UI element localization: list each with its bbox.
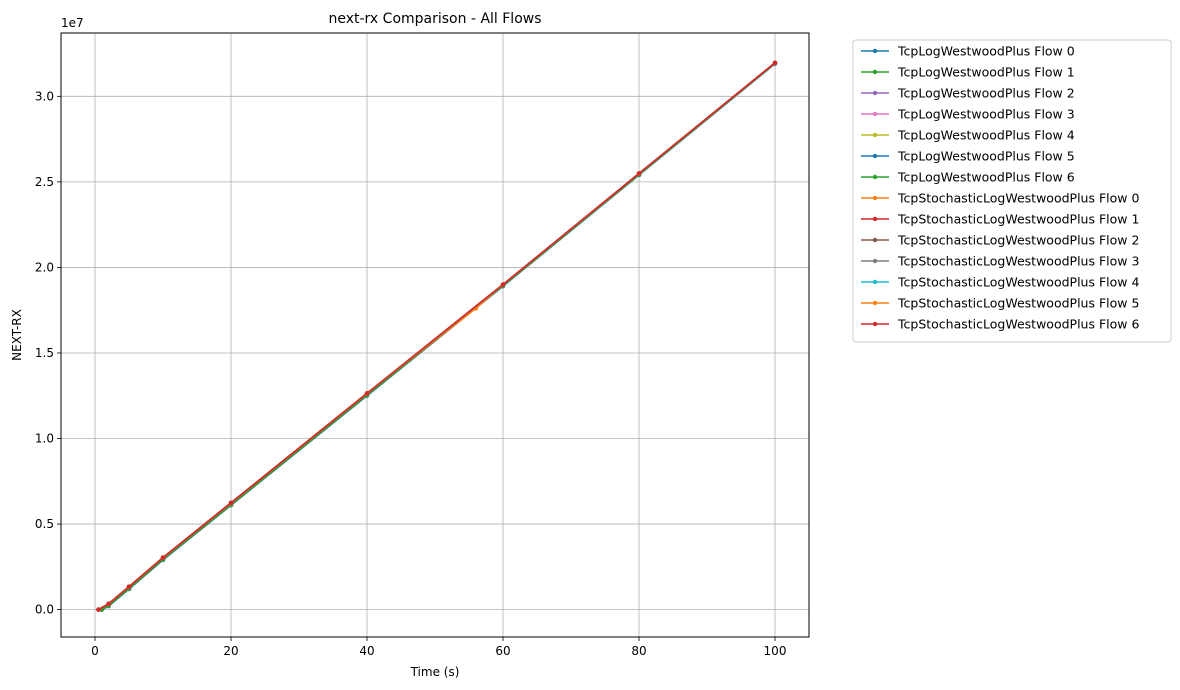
legend-item: TcpStochasticLogWestwoodPlus Flow 3	[861, 254, 1139, 269]
data-point	[106, 601, 111, 607]
legend-label: TcpLogWestwoodPlus Flow 1	[897, 65, 1075, 80]
legend-label: TcpStochasticLogWestwoodPlus Flow 4	[897, 275, 1139, 290]
legend-item: TcpStochasticLogWestwoodPlus Flow 4	[861, 275, 1139, 290]
legend-swatch-marker	[872, 258, 878, 264]
legend-item: TcpStochasticLogWestwoodPlus Flow 5	[861, 296, 1139, 311]
legend-label: TcpLogWestwoodPlus Flow 5	[897, 149, 1075, 164]
x-axis-label: Time (s)	[410, 665, 460, 679]
data-point	[772, 60, 778, 65]
legend-item: TcpStochasticLogWestwoodPlus Flow 1	[861, 212, 1139, 227]
x-tick-label: 40	[359, 644, 374, 658]
legend-label: TcpStochasticLogWestwoodPlus Flow 3	[897, 254, 1139, 269]
y-tick-label: 0.0	[35, 603, 54, 617]
legend-swatch-marker	[872, 111, 878, 117]
legend-swatch-marker	[872, 48, 878, 54]
legend-label: TcpLogWestwoodPlus Flow 4	[897, 128, 1075, 143]
x-tick-label: 20	[223, 644, 238, 658]
y-axis-label: NEXT-RX	[10, 309, 24, 361]
y-tick-label: 2.0	[35, 260, 54, 274]
legend-item: TcpLogWestwoodPlus Flow 4	[861, 128, 1075, 143]
legend-item: TcpStochasticLogWestwoodPlus Flow 6	[861, 317, 1139, 332]
legend-item: TcpLogWestwoodPlus Flow 3	[861, 107, 1075, 122]
legend-swatch-marker	[872, 321, 878, 327]
y-tick-label: 1.0	[35, 432, 54, 446]
legend-swatch-marker	[872, 216, 878, 222]
data-point	[96, 607, 101, 612]
legend-swatch-marker	[872, 90, 878, 96]
data-point	[160, 555, 166, 560]
y-tick-label: 0.5	[35, 517, 54, 531]
legend-item: TcpStochasticLogWestwoodPlus Flow 0	[861, 191, 1139, 206]
y-axis-ticks: 0.0 0.5 1.0 1.5 2.0 2.5 3.0	[35, 89, 61, 617]
data-point	[636, 171, 642, 176]
grid	[61, 33, 809, 637]
legend-swatch-marker	[872, 69, 878, 75]
legend-item: TcpLogWestwoodPlus Flow 1	[861, 65, 1075, 80]
legend-label: TcpLogWestwoodPlus Flow 2	[897, 86, 1075, 101]
x-axis-ticks: 0 20 40 60 80 100	[91, 637, 786, 658]
legend-label: TcpStochasticLogWestwoodPlus Flow 2	[897, 233, 1139, 248]
legend-swatch-marker	[872, 174, 878, 180]
legend-label: TcpLogWestwoodPlus Flow 3	[897, 107, 1075, 122]
legend-box	[852, 39, 1172, 343]
legend-item: TcpLogWestwoodPlus Flow 6	[861, 170, 1075, 185]
legend-label: TcpStochasticLogWestwoodPlus Flow 6	[897, 317, 1139, 332]
data-point	[500, 282, 506, 287]
data-point	[126, 584, 132, 589]
legend-item: TcpStochasticLogWestwoodPlus Flow 2	[861, 233, 1139, 248]
legend-label: TcpStochasticLogWestwoodPlus Flow 5	[897, 296, 1139, 311]
chart-title: next-rx Comparison - All Flows	[328, 11, 541, 27]
legend: TcpLogWestwoodPlus Flow 0 TcpLogWestwoodP…	[852, 39, 1172, 343]
legend-item: TcpLogWestwoodPlus Flow 2	[861, 86, 1075, 101]
x-tick-label: 80	[631, 644, 646, 658]
legend-swatch-marker	[872, 237, 878, 243]
legend-item: TcpLogWestwoodPlus Flow 0	[861, 44, 1075, 59]
data-point	[228, 500, 234, 506]
legend-label: TcpLogWestwoodPlus Flow 0	[897, 44, 1075, 59]
legend-item: TcpLogWestwoodPlus Flow 5	[861, 149, 1075, 164]
legend-swatch-marker	[872, 279, 878, 285]
legend-swatch-marker	[872, 300, 878, 306]
x-tick-label: 0	[91, 644, 99, 658]
y-tick-label: 3.0	[35, 89, 54, 103]
x-tick-label: 60	[495, 644, 510, 658]
axes-frame	[60, 32, 810, 638]
legend-swatch-marker	[872, 195, 878, 201]
legend-label: TcpStochasticLogWestwoodPlus Flow 1	[897, 212, 1139, 227]
legend-swatch-marker	[872, 153, 878, 159]
legend-label: TcpLogWestwoodPlus Flow 6	[897, 170, 1075, 185]
y-axis-multiplier: 1e7	[61, 16, 84, 30]
legend-swatch-marker	[872, 132, 878, 138]
y-tick-label: 2.5	[35, 175, 54, 189]
series-layer	[96, 60, 778, 612]
y-tick-label: 1.5	[35, 346, 54, 360]
x-tick-label: 100	[764, 644, 787, 658]
series-13	[96, 60, 778, 612]
data-point	[364, 391, 370, 396]
legend-label: TcpStochasticLogWestwoodPlus Flow 0	[897, 191, 1139, 206]
